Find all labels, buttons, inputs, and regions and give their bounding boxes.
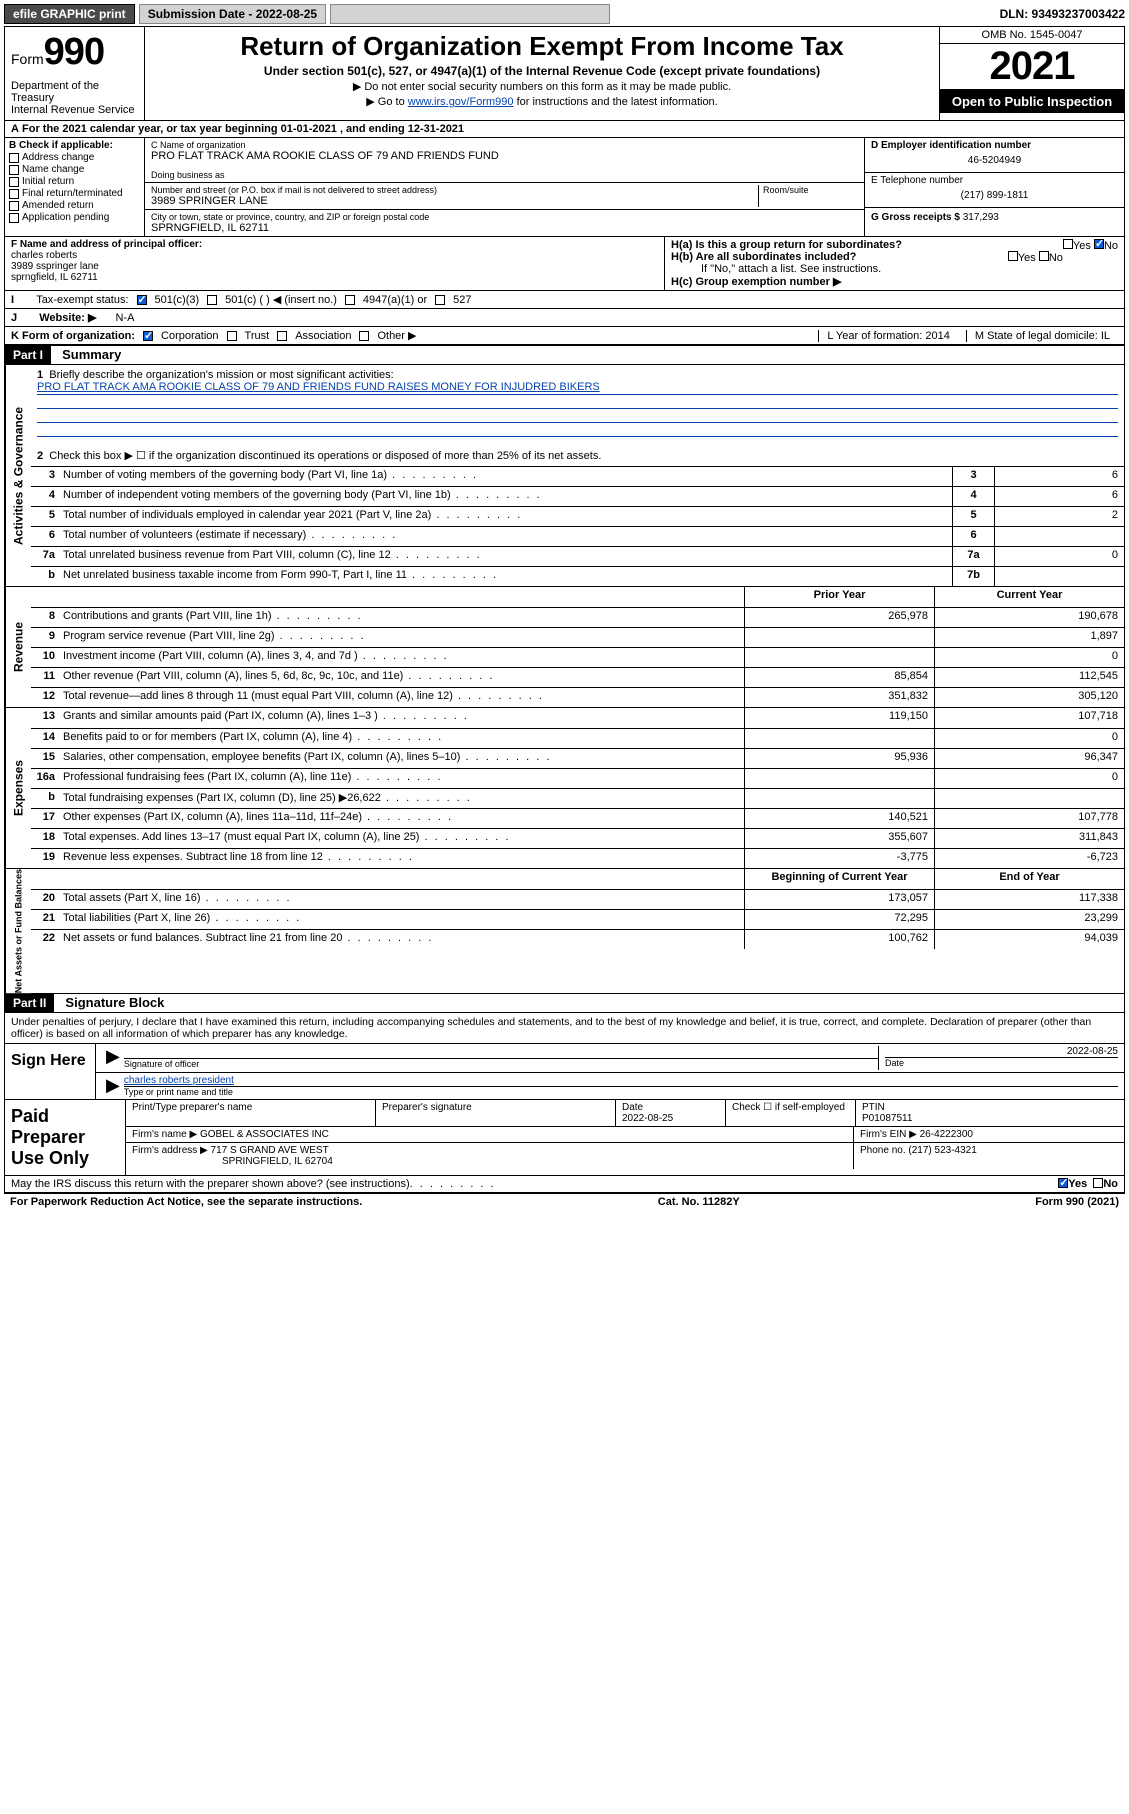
summary-line: 9Program service revenue (Part VIII, lin… <box>31 627 1124 647</box>
summary-line: 10Investment income (Part VIII, column (… <box>31 647 1124 667</box>
section-c: C Name of organization PRO FLAT TRACK AM… <box>145 138 864 236</box>
ha-yes[interactable] <box>1063 239 1073 249</box>
top-bar: efile GRAPHIC print Submission Date - 20… <box>4 4 1125 24</box>
summary-line: 20Total assets (Part X, line 16)173,0571… <box>31 889 1124 909</box>
irs-text: Internal Revenue Service <box>11 104 138 116</box>
summary-line: 14Benefits paid to or for members (Part … <box>31 728 1124 748</box>
submission-date-button[interactable]: Submission Date - 2022-08-25 <box>139 4 326 24</box>
inspection-badge: Open to Public Inspection <box>940 89 1124 113</box>
dln-text: DLN: 93493237003422 <box>1000 7 1125 21</box>
summary-line: 5Total number of individuals employed in… <box>31 506 1124 526</box>
summary-line: 15Salaries, other compensation, employee… <box>31 748 1124 768</box>
row-a: A For the 2021 calendar year, or tax yea… <box>5 121 1124 138</box>
part-ii-header: Part II Signature Block <box>5 993 1124 1013</box>
hb-no[interactable] <box>1039 251 1049 261</box>
col-current: Current Year <box>934 587 1124 607</box>
summary-line: 21Total liabilities (Part X, line 26)72,… <box>31 909 1124 929</box>
hb-yes[interactable] <box>1008 251 1018 261</box>
k-trust[interactable] <box>227 331 237 341</box>
irs-link[interactable]: www.irs.gov/Form990 <box>408 96 514 108</box>
checkbox-name[interactable] <box>9 165 19 175</box>
vtab-balances: Net Assets or Fund Balances <box>5 869 31 993</box>
col-end: End of Year <box>934 869 1124 889</box>
col-prior: Prior Year <box>744 587 934 607</box>
i-527[interactable] <box>435 295 445 305</box>
page-footer: For Paperwork Reduction Act Notice, see … <box>4 1193 1125 1210</box>
vtab-revenue: Revenue <box>5 587 31 707</box>
mission-block: 1 Briefly describe the organization's mi… <box>31 365 1124 441</box>
form-subtitle: Under section 501(c), 527, or 4947(a)(1)… <box>153 64 931 78</box>
summary-line: 17Other expenses (Part IX, column (A), l… <box>31 808 1124 828</box>
summary-line: 19Revenue less expenses. Subtract line 1… <box>31 848 1124 868</box>
checkbox-pending[interactable] <box>9 213 19 223</box>
summary-line: 18Total expenses. Add lines 13–17 (must … <box>31 828 1124 848</box>
discuss-row: May the IRS discuss this return with the… <box>5 1175 1124 1192</box>
note-link: ▶ Go to www.irs.gov/Form990 for instruct… <box>153 95 931 108</box>
summary-line: 4Number of independent voting members of… <box>31 486 1124 506</box>
note-ssn: ▶ Do not enter social security numbers o… <box>153 80 931 93</box>
summary-line: 3Number of voting members of the governi… <box>31 466 1124 486</box>
vtab-governance: Activities & Governance <box>5 365 31 586</box>
summary-line: 22Net assets or fund balances. Subtract … <box>31 929 1124 949</box>
summary-line: 7aTotal unrelated business revenue from … <box>31 546 1124 566</box>
section-j: J Website: ▶ N-A <box>5 309 1124 327</box>
paid-preparer-block: Paid Preparer Use Only Print/Type prepar… <box>5 1099 1124 1175</box>
i-4947[interactable] <box>345 295 355 305</box>
summary-line: 13Grants and similar amounts paid (Part … <box>31 708 1124 728</box>
summary-line: 11Other revenue (Part VIII, column (A), … <box>31 667 1124 687</box>
i-501c[interactable] <box>207 295 217 305</box>
form-header: Form990 Department of the Treasury Inter… <box>5 27 1124 121</box>
discuss-yes[interactable] <box>1058 1178 1068 1188</box>
k-corp[interactable] <box>143 331 153 341</box>
summary-line: 12Total revenue—add lines 8 through 11 (… <box>31 687 1124 707</box>
checkbox-amended[interactable] <box>9 201 19 211</box>
sign-here-block: Sign Here ▶ Signature of officer 2022-08… <box>5 1043 1124 1099</box>
k-assoc[interactable] <box>277 331 287 341</box>
efile-button[interactable]: efile GRAPHIC print <box>4 4 135 24</box>
tax-year: 2021 <box>940 44 1124 89</box>
form-number: Form990 <box>11 31 138 74</box>
section-deg: D Employer identification number 46-5204… <box>864 138 1124 236</box>
col-begin: Beginning of Current Year <box>744 869 934 889</box>
dept-text: Department of the Treasury <box>11 80 138 104</box>
arrow-icon: ▶ <box>102 1046 124 1070</box>
checkbox-final[interactable] <box>9 189 19 199</box>
section-i: I Tax-exempt status: 501(c)(3) 501(c) ( … <box>5 291 1124 309</box>
k-other[interactable] <box>359 331 369 341</box>
summary-line: bNet unrelated business taxable income f… <box>31 566 1124 586</box>
summary-line: 16aProfessional fundraising fees (Part I… <box>31 768 1124 788</box>
omb-number: OMB No. 1545-0047 <box>940 27 1124 44</box>
ha-no[interactable] <box>1094 239 1104 249</box>
summary-line: bTotal fundraising expenses (Part IX, co… <box>31 788 1124 808</box>
blank-button <box>330 4 610 24</box>
summary-line: 6Total number of volunteers (estimate if… <box>31 526 1124 546</box>
part-i-header: Part I Summary <box>5 345 1124 365</box>
section-b: B Check if applicable: Address change Na… <box>5 138 145 236</box>
checkbox-address[interactable] <box>9 153 19 163</box>
arrow-icon: ▶ <box>102 1075 124 1097</box>
i-501c3[interactable] <box>137 295 147 305</box>
form-title: Return of Organization Exempt From Incom… <box>153 31 931 62</box>
form-container: Form990 Department of the Treasury Inter… <box>4 26 1125 1193</box>
vtab-expenses: Expenses <box>5 708 31 868</box>
discuss-no[interactable] <box>1093 1178 1103 1188</box>
section-klm: K Form of organization: Corporation Trus… <box>5 327 1124 345</box>
summary-line: 8Contributions and grants (Part VIII, li… <box>31 607 1124 627</box>
checkbox-initial[interactable] <box>9 177 19 187</box>
penalties-text: Under penalties of perjury, I declare th… <box>5 1013 1124 1043</box>
section-fh: F Name and address of principal officer:… <box>5 237 1124 291</box>
